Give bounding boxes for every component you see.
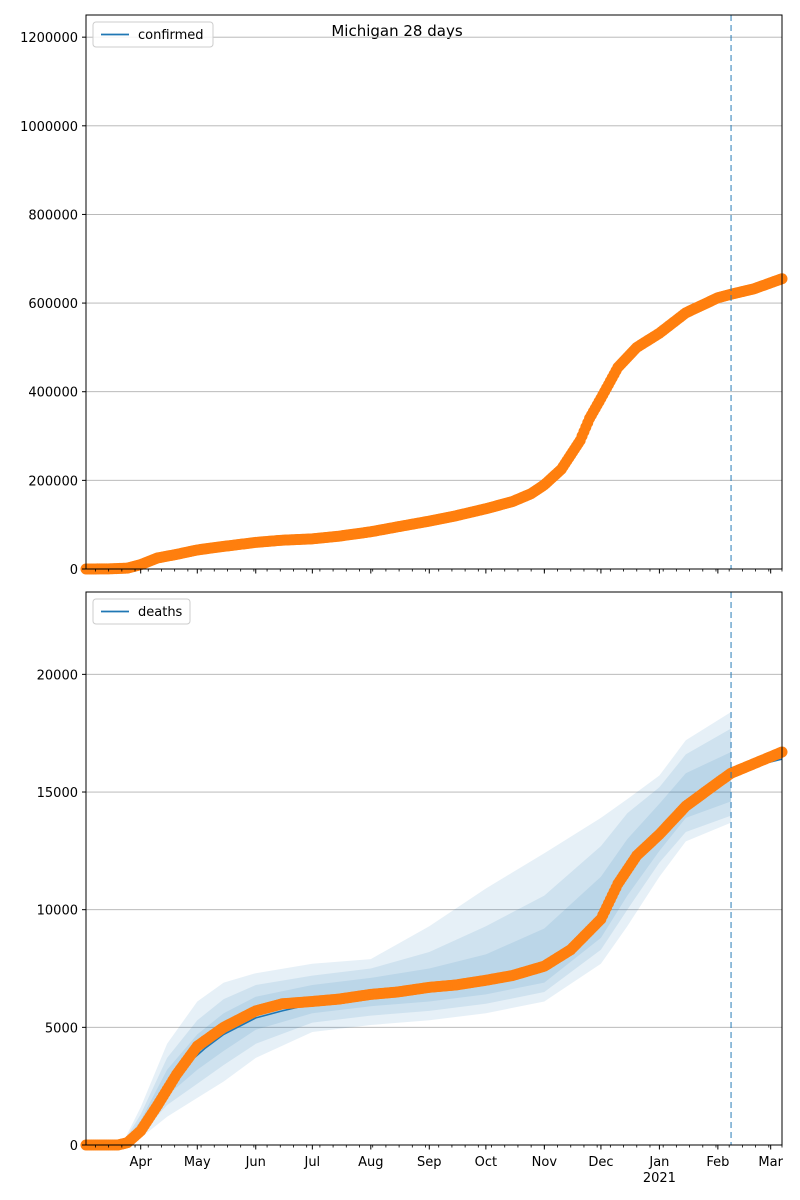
observed-points bbox=[80, 746, 788, 1151]
x-tick-label: Mar bbox=[758, 1155, 783, 1170]
legend-label: confirmed bbox=[138, 28, 204, 43]
observed-points bbox=[80, 273, 788, 575]
x-tick-label: Sep bbox=[417, 1155, 442, 1170]
x-tick-label: May bbox=[184, 1155, 211, 1170]
x-tick-label: Dec bbox=[588, 1155, 613, 1170]
y-tick-label: 0 bbox=[70, 1139, 78, 1154]
y-tick-label: 400000 bbox=[28, 386, 78, 401]
legend: confirmed bbox=[92, 21, 214, 48]
y-tick-label: 1200000 bbox=[20, 31, 78, 46]
axes-frame bbox=[85, 591, 783, 1146]
y-tick-label: 0 bbox=[70, 563, 78, 578]
legend-box bbox=[92, 21, 214, 48]
y-tick-label: 5000 bbox=[45, 1021, 78, 1036]
x-tick-label: Jan bbox=[648, 1155, 669, 1170]
x-tick-label: Oct bbox=[475, 1155, 497, 1170]
confirmed-panel: 0 200000 400000 600000 800000 1000000 1200000 c… bbox=[20, 14, 788, 578]
x-tick-label: Feb bbox=[706, 1155, 729, 1170]
uncertainty-band bbox=[86, 728, 732, 1145]
uncertainty-band bbox=[86, 752, 732, 1145]
x-tick-label: Apr bbox=[129, 1155, 152, 1170]
y-tick-label: 20000 bbox=[37, 668, 78, 683]
y-tick-label: 15000 bbox=[37, 786, 78, 801]
y-tick-label: 1000000 bbox=[20, 120, 78, 135]
x-tick-year-label: 2021 bbox=[643, 1171, 676, 1186]
y-tick-label: 10000 bbox=[37, 904, 78, 919]
legend: deaths bbox=[92, 598, 191, 625]
deaths-panel: 0 5000 10000 15000 20000 Apr May Jun Jul Aug Sep Oc… bbox=[37, 591, 788, 1186]
chart-title: Michigan 28 days bbox=[331, 22, 462, 40]
x-tick-label: Jul bbox=[303, 1155, 320, 1170]
y-tick-label: 200000 bbox=[28, 474, 78, 489]
uncertainty-band bbox=[86, 712, 732, 1145]
y-tick-label: 600000 bbox=[28, 297, 78, 312]
legend-label: deaths bbox=[138, 605, 183, 620]
x-tick-label: Aug bbox=[358, 1155, 383, 1170]
x-tick-label: Jun bbox=[245, 1155, 266, 1170]
axes-frame bbox=[85, 14, 783, 570]
x-tick-label: Nov bbox=[532, 1155, 558, 1170]
y-tick-label: 800000 bbox=[28, 208, 78, 223]
legend-box bbox=[92, 598, 191, 625]
